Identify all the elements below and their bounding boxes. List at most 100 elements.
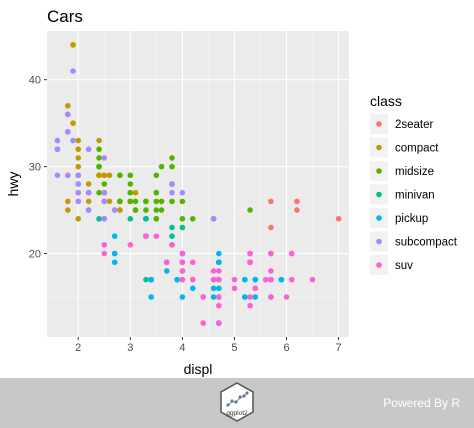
data-point-pickup: [174, 276, 180, 283]
data-point-suv: [179, 268, 186, 274]
data-point-subcompact: [101, 215, 108, 222]
x-tick-label: 7: [336, 342, 342, 354]
data-point-midsize: [247, 207, 253, 213]
legend-label-compact: compact: [395, 143, 439, 155]
plot-panel: [47, 31, 349, 337]
data-point-subcompact: [179, 189, 186, 196]
data-point-compact: [75, 163, 82, 170]
legend-marker-midsize: [376, 168, 382, 174]
data-point-2seater: [294, 198, 300, 205]
data-point-pickup: [210, 294, 217, 300]
data-point-subcompact: [85, 207, 92, 213]
data-point-suv: [210, 276, 217, 283]
data-point-compact: [75, 155, 82, 161]
legend-title: class: [370, 93, 402, 109]
data-point-subcompact: [169, 181, 175, 187]
data-point-suv: [247, 259, 253, 266]
data-point-subcompact: [75, 198, 82, 205]
data-point-subcompact: [75, 181, 82, 187]
data-points: [54, 42, 342, 326]
data-point-suv: [216, 276, 222, 283]
data-point-suv: [268, 294, 274, 300]
data-point-pickup: [252, 276, 259, 283]
data-point-2seater: [268, 198, 274, 205]
y-tick-label: 40: [29, 75, 41, 87]
data-point-2seater: [268, 224, 274, 231]
data-point-suv: [101, 250, 108, 257]
x-tick-label: 4: [179, 342, 185, 354]
data-point-subcompact: [70, 68, 76, 74]
data-point-midsize: [169, 155, 175, 161]
data-point-minivan: [143, 215, 149, 222]
data-point-subcompact: [169, 189, 175, 196]
data-point-suv: [216, 268, 222, 274]
data-point-pickup: [163, 268, 170, 274]
data-point-suv: [101, 242, 108, 248]
legend-marker-subcompact: [376, 238, 382, 245]
legend-marker-suv: [376, 262, 382, 268]
data-point-pickup: [111, 233, 118, 239]
data-point-midsize: [189, 215, 196, 222]
data-point-suv: [200, 320, 207, 326]
data-point-midsize: [179, 215, 186, 222]
data-point-suv: [262, 276, 269, 283]
data-point-midsize: [153, 198, 160, 205]
data-point-minivan: [169, 224, 175, 231]
data-point-midsize: [158, 163, 165, 170]
data-point-compact: [70, 42, 76, 48]
data-point-pickup: [216, 259, 222, 266]
data-point-suv: [247, 302, 253, 309]
legend-marker-pickup: [376, 215, 382, 221]
x-axis-label: displ: [184, 361, 213, 377]
data-point-midsize: [96, 146, 102, 153]
data-point-pickup: [278, 276, 285, 283]
data-point-subcompact: [65, 111, 71, 118]
data-point-suv: [189, 276, 196, 283]
data-point-suv: [216, 294, 222, 300]
data-point-midsize: [117, 172, 123, 179]
data-point-pickup: [148, 294, 154, 300]
legend-marker-2seater: [376, 121, 382, 127]
legend-label-suv: suv: [395, 260, 413, 272]
data-point-midsize: [158, 198, 165, 205]
data-point-midsize: [143, 207, 149, 213]
data-point-subcompact: [75, 172, 82, 179]
data-point-suv: [247, 250, 253, 257]
data-point-pickup: [210, 285, 217, 292]
data-point-pickup: [216, 250, 222, 257]
data-point-suv: [288, 250, 295, 257]
footer-bar: ggplot2 Powered By R: [0, 378, 474, 428]
data-point-suv: [288, 276, 295, 283]
data-point-midsize: [96, 189, 102, 196]
y-tick-label: 30: [29, 162, 41, 174]
data-point-midsize: [169, 198, 175, 205]
data-point-midsize: [117, 198, 123, 205]
x-tick-label: 2: [75, 342, 81, 354]
data-point-suv: [268, 268, 274, 274]
data-point-suv: [216, 320, 222, 326]
data-point-minivan: [96, 215, 102, 222]
data-point-pickup: [148, 276, 154, 283]
data-point-pickup: [111, 259, 118, 266]
data-point-suv: [143, 233, 149, 239]
data-point-compact: [85, 198, 92, 205]
legend-label-minivan: minivan: [395, 190, 435, 202]
data-point-subcompact: [70, 137, 76, 144]
data-point-pickup: [242, 276, 248, 283]
data-point-suv: [252, 285, 259, 292]
chart-title: Cars: [47, 7, 83, 26]
axes: 2 3 4 5 6 7 20 30 40: [29, 75, 342, 354]
scatter-chart: Cars 2 3 4 5 6 7 20 30 40 displ hwy class 2seate…: [5, 7, 458, 377]
data-point-midsize: [132, 198, 139, 205]
data-point-compact: [106, 198, 113, 205]
ggplot2-logo: ggplot2: [220, 382, 254, 422]
data-point-midsize: [127, 198, 134, 205]
data-point-subcompact: [101, 189, 108, 196]
data-point-suv: [127, 242, 134, 248]
data-point-compact: [132, 189, 139, 196]
legend-label-pickup: pickup: [395, 213, 428, 225]
data-point-midsize: [143, 198, 149, 205]
data-point-pickup: [216, 285, 222, 292]
data-point-2seater: [335, 215, 342, 222]
data-point-minivan: [143, 276, 149, 283]
